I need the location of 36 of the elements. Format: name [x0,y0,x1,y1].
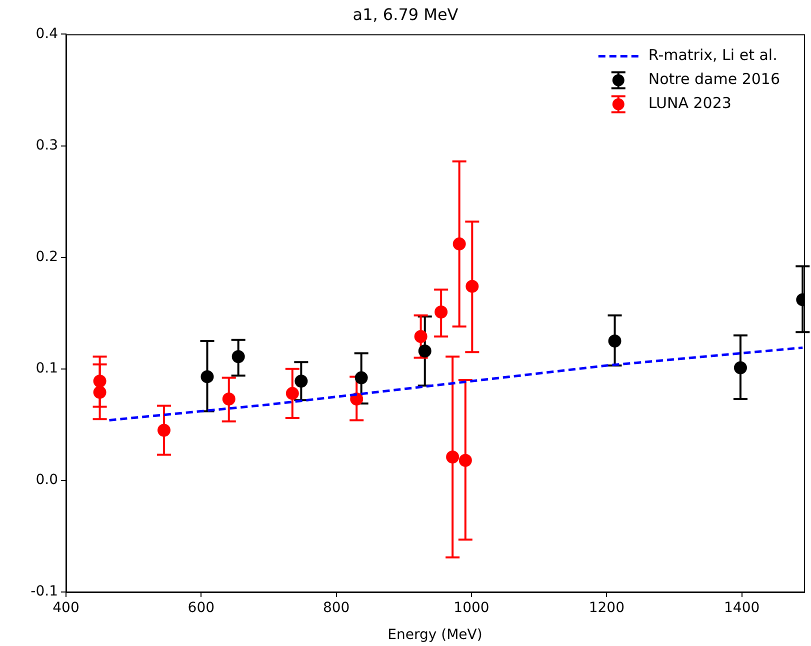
point [354,371,368,384]
point [434,305,448,318]
point [414,330,428,344]
x-tick-label: 600 [188,600,215,616]
y-tick-label: 0.3 [36,137,58,154]
y-tick-label: 0.1 [36,360,58,377]
point [200,370,214,384]
x-tick-label: 1400 [724,600,760,616]
point [294,374,308,388]
y-tick-label: -0.1 [30,584,58,600]
point [93,374,106,388]
x-tick-label: 1000 [454,600,490,616]
point [446,450,460,464]
y-tick-label: 0.4 [36,26,58,42]
point [157,424,170,437]
x-axis-title: Energy (MeV) [388,627,482,644]
point [222,392,236,406]
chart-title: a1, 6.79 MeV [352,4,458,24]
point [286,386,299,400]
y-tick-label: 0.0 [36,472,58,488]
point [93,386,106,399]
point [608,334,622,348]
point [232,350,245,364]
line-series [108,346,804,422]
legend-label: LUNA 2023 [648,94,732,112]
x-tick-label: 800 [322,600,350,616]
legend-label: Notre dame 2016 [648,70,780,88]
x-tick-label: 1200 [588,600,624,616]
legend-label: R-matrix, Li et al. [648,46,778,64]
point [466,280,479,293]
y-tick-label: 0.2 [36,248,58,265]
point [458,454,472,467]
point [418,344,432,358]
point [734,361,747,374]
x-tick-label: 400 [52,600,80,616]
point [452,237,466,250]
